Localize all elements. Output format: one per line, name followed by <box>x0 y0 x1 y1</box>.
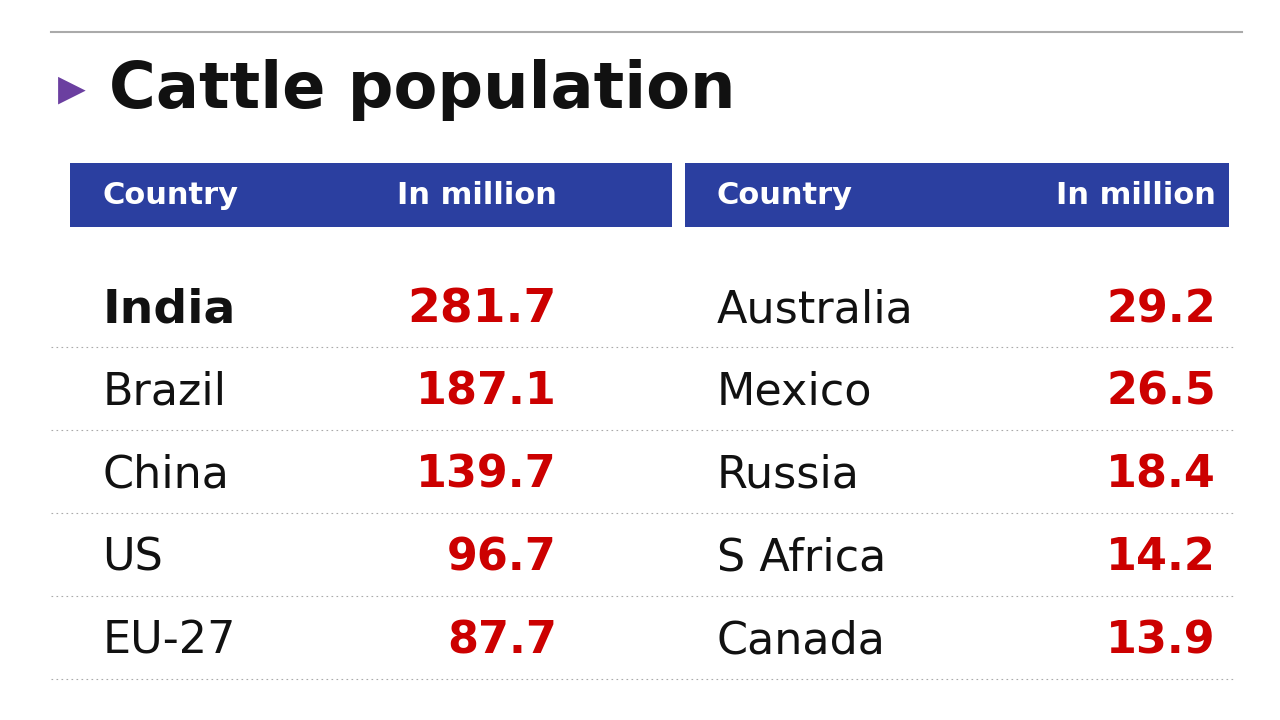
Text: Canada: Canada <box>717 619 886 662</box>
Text: India: India <box>102 287 236 332</box>
Text: 18.4: 18.4 <box>1106 454 1216 497</box>
Text: Country: Country <box>717 181 852 210</box>
Text: 281.7: 281.7 <box>407 287 557 332</box>
Text: ▶: ▶ <box>58 73 86 107</box>
Text: Mexico: Mexico <box>717 371 872 414</box>
FancyBboxPatch shape <box>70 163 672 227</box>
Text: S Africa: S Africa <box>717 536 886 580</box>
Text: Cattle population: Cattle population <box>109 59 735 121</box>
Text: Australia: Australia <box>717 288 914 331</box>
Text: US: US <box>102 536 164 580</box>
Text: 14.2: 14.2 <box>1106 536 1216 580</box>
Text: 29.2: 29.2 <box>1106 288 1216 331</box>
Text: Country: Country <box>102 181 238 210</box>
Text: 96.7: 96.7 <box>447 536 557 580</box>
FancyBboxPatch shape <box>685 163 1229 227</box>
Text: 26.5: 26.5 <box>1106 371 1216 414</box>
Text: 187.1: 187.1 <box>416 371 557 414</box>
Text: In million: In million <box>397 181 557 210</box>
Text: China: China <box>102 454 229 497</box>
Text: EU-27: EU-27 <box>102 619 236 662</box>
Text: 87.7: 87.7 <box>447 619 557 662</box>
Text: In million: In million <box>1056 181 1216 210</box>
Text: Brazil: Brazil <box>102 371 227 414</box>
Text: Russia: Russia <box>717 454 860 497</box>
Text: 139.7: 139.7 <box>416 454 557 497</box>
Text: 13.9: 13.9 <box>1106 619 1216 662</box>
